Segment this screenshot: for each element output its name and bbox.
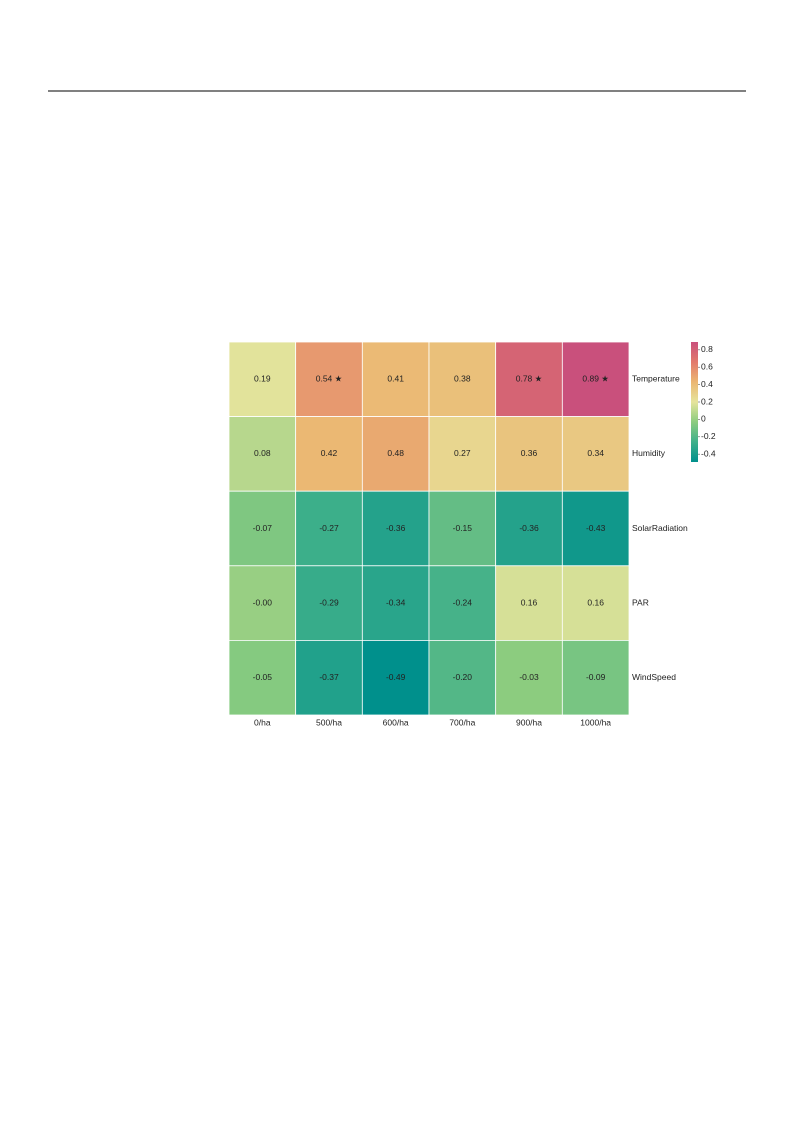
x-tick-label: 900/ha	[516, 717, 542, 727]
cell-label: -0.20	[453, 672, 473, 682]
heatmap-cell	[295, 341, 363, 417]
colorbar-tick-label: -0.4	[701, 448, 716, 458]
cell-label: 0.08	[254, 448, 271, 458]
cell-label: -0.37	[319, 672, 339, 682]
cell-label: -0.09	[586, 672, 606, 682]
cell-label: 0.78 ★	[516, 374, 543, 384]
colorbar-tick-label: 0.2	[701, 396, 713, 406]
cell-label: 0.34	[587, 448, 604, 458]
heatmap-cell	[495, 640, 563, 716]
heatmap-cell	[295, 640, 363, 716]
x-tick-label: 500/ha	[316, 717, 342, 727]
heatmap-cell	[228, 640, 297, 716]
heatmap-cell	[428, 416, 497, 492]
x-tick-label: 1000/ha	[580, 717, 611, 727]
cell-label: -0.07	[253, 523, 273, 533]
cell-label: 0.54 ★	[316, 374, 343, 384]
cell-label: -0.34	[386, 597, 406, 607]
cell-label: 0.42	[321, 448, 338, 458]
heatmap-cell	[495, 565, 563, 641]
heatmap-cell	[561, 640, 630, 716]
y-tick-label: Humidity	[632, 448, 666, 458]
cell-label: -0.24	[453, 597, 473, 607]
colorbar-tick-label: 0.8	[701, 344, 713, 354]
colorbar-tick-label: 0.4	[701, 379, 713, 389]
colorbar-tick-label: 0.6	[701, 361, 713, 371]
heatmap-cell	[295, 416, 363, 492]
heatmap-cell	[561, 565, 630, 641]
cell-label: -0.03	[519, 672, 539, 682]
cell-label: -0.36	[519, 523, 539, 533]
colorbar-tick-label: 0	[701, 414, 706, 424]
heatmap-cell	[561, 341, 630, 417]
x-tick-label: 600/ha	[383, 717, 409, 727]
cell-label: -0.15	[453, 523, 473, 533]
heatmap-cell	[428, 640, 497, 716]
cell-label: 0.89 ★	[582, 374, 609, 384]
colorbar	[691, 342, 698, 462]
cell-label: 0.16	[587, 597, 604, 607]
heatmap-cell	[228, 565, 297, 641]
cell-label: 0.41	[387, 374, 404, 384]
heatmap-cell	[561, 416, 630, 492]
cell-label: 0.27	[454, 448, 471, 458]
heatmap-cell	[361, 416, 430, 492]
heatmap-cell	[228, 490, 297, 567]
x-tick-label: 0/ha	[254, 717, 271, 727]
cell-label: -0.27	[319, 523, 339, 533]
cell-label: 0.48	[387, 448, 404, 458]
y-tick-label: SolarRadiation	[632, 523, 688, 533]
heatmap: 0.19 0.54 ★ 0.41 0.38 0.78 ★ 0.89 ★ 0.08 0.42 0.…	[228, 341, 716, 727]
cell-label: 0.16	[521, 597, 538, 607]
x-tick-label: 700/ha	[449, 717, 475, 727]
cell-label: -0.29	[319, 597, 339, 607]
cell-label: -0.36	[386, 523, 406, 533]
heatmap-cell	[361, 640, 430, 716]
colorbar-tick-label: -0.2	[701, 431, 716, 441]
y-tick-label: WindSpeed	[632, 672, 676, 682]
cell-label: 0.38	[454, 374, 471, 384]
heatmap-cell	[561, 490, 630, 567]
heatmap-cell	[495, 416, 563, 492]
cell-label: -0.49	[386, 672, 406, 682]
heatmap-cell	[295, 490, 363, 567]
cell-label: -0.05	[253, 672, 273, 682]
cell-label: -0.00	[253, 597, 273, 607]
cell-label: -0.43	[586, 523, 606, 533]
heatmap-cell	[361, 490, 430, 567]
y-tick-label: PAR	[632, 597, 649, 607]
cell-label: 0.19	[254, 374, 271, 384]
heatmap-cell	[428, 565, 497, 641]
cell-label: 0.36	[521, 448, 538, 458]
y-tick-label: Temperature	[632, 374, 680, 384]
